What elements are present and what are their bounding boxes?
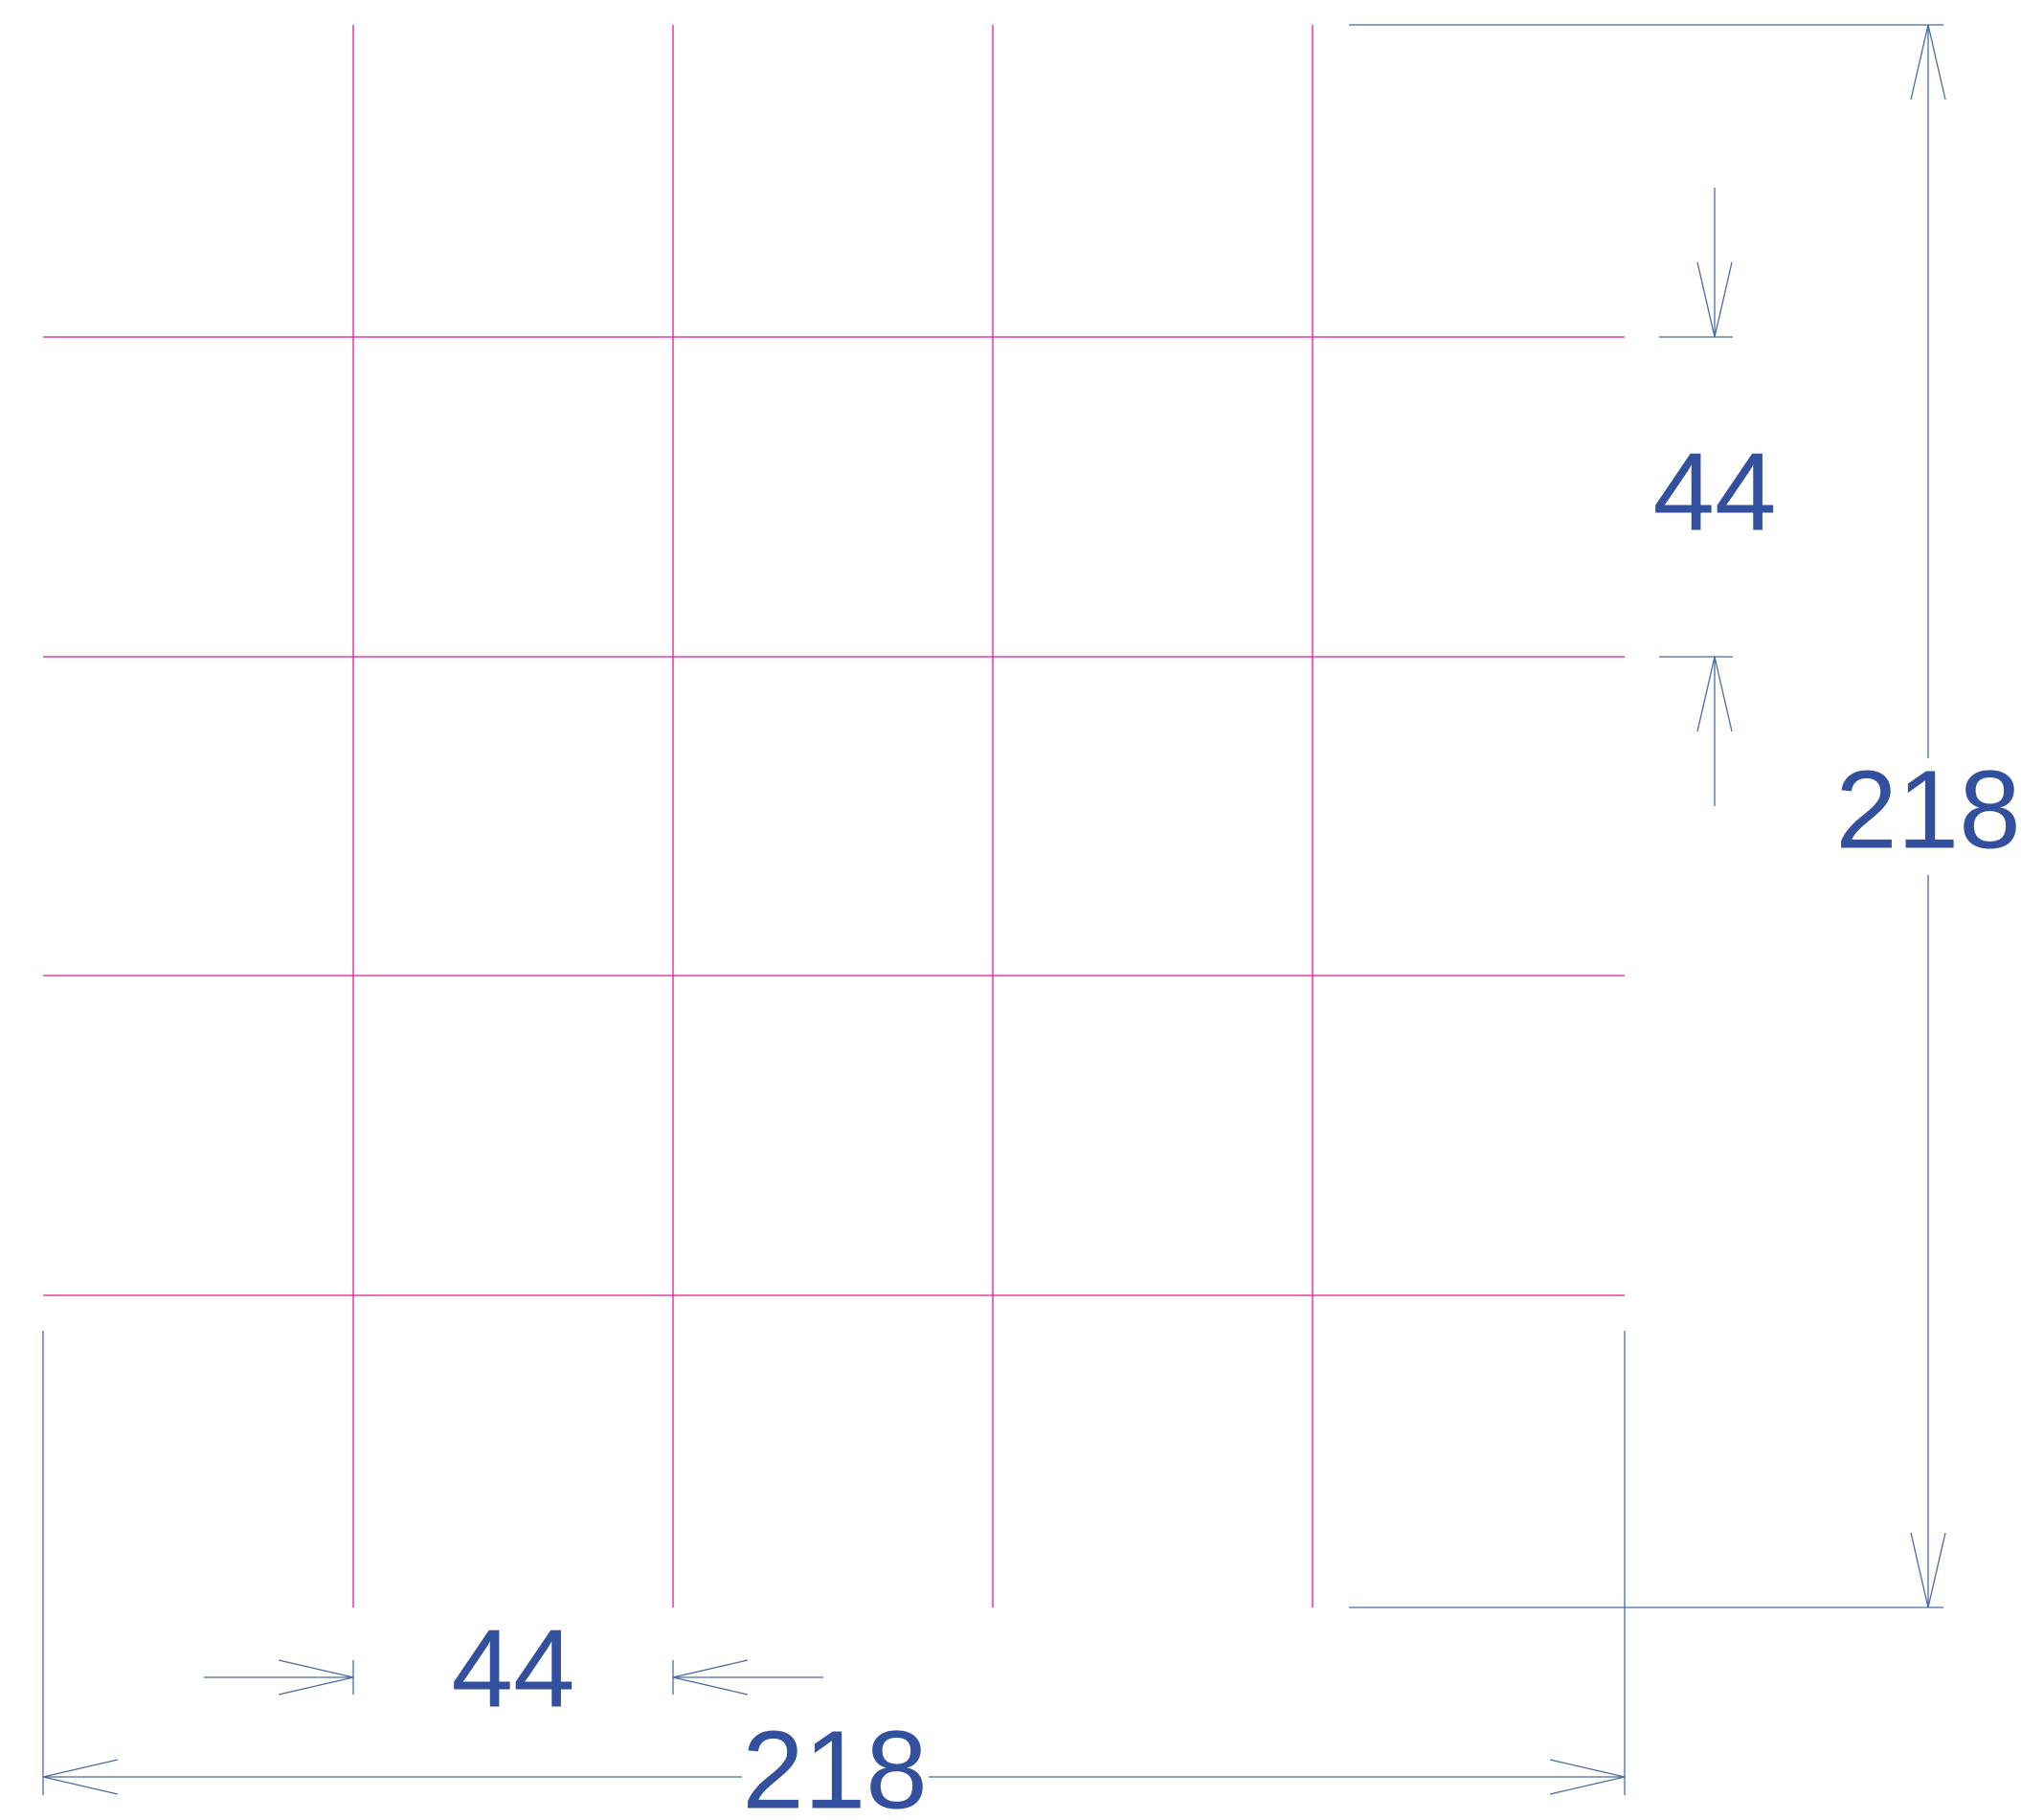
cell-width-label: 44 xyxy=(451,1607,574,1731)
total-width-label: 218 xyxy=(742,1708,928,1820)
horizontal-grid-lines xyxy=(43,337,1625,1295)
cell-width-dimension: 44 xyxy=(204,1607,823,1731)
cell-height-label: 44 xyxy=(1652,430,1776,554)
cell-height-dimension: 44 xyxy=(1652,188,1776,806)
total-width-dimension: 218 xyxy=(43,1331,1625,1820)
total-height-dimension: 218 xyxy=(1349,25,2021,1607)
vertical-grid-lines xyxy=(353,25,1313,1607)
total-height-label: 218 xyxy=(1835,748,2021,872)
